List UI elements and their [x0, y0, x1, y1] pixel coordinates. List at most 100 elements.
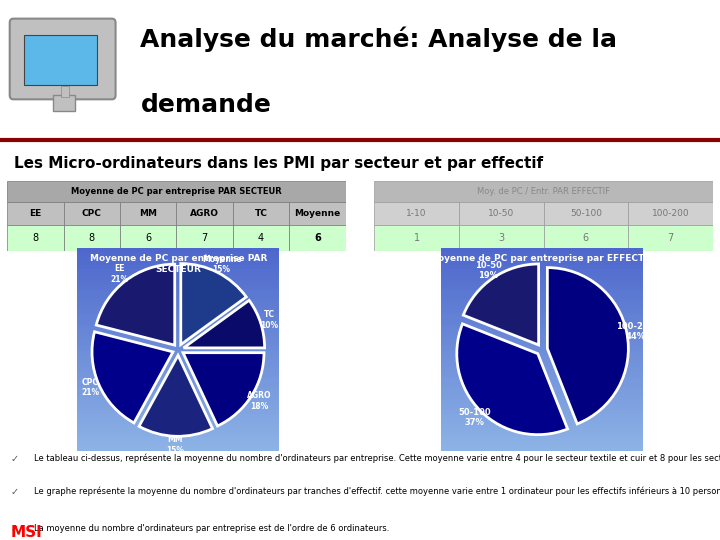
Bar [77, 343, 279, 346]
Text: Les Micro-ordinateurs dans les PMI par secteur et par effectif: Les Micro-ordinateurs dans les PMI par s… [14, 156, 544, 171]
Bar [77, 346, 279, 350]
Bar [441, 326, 643, 329]
Bar [77, 279, 279, 282]
Bar [77, 262, 279, 265]
Text: 7: 7 [202, 233, 208, 243]
Bar [77, 421, 279, 424]
Wedge shape [547, 268, 629, 424]
Bar [374, 181, 713, 202]
Wedge shape [463, 264, 539, 345]
Bar [77, 373, 279, 377]
Bar [176, 225, 233, 251]
Bar [441, 329, 643, 333]
Bar [77, 448, 279, 451]
Text: 1-10: 1-10 [407, 209, 427, 218]
Text: demande: demande [140, 93, 271, 117]
Bar [441, 410, 643, 414]
Text: MM: MM [139, 209, 157, 218]
Text: EE
21%: EE 21% [111, 265, 129, 284]
Bar [441, 421, 643, 424]
Bar [441, 424, 643, 427]
Text: 8: 8 [89, 233, 95, 243]
Bar [441, 343, 643, 346]
Bar [77, 255, 279, 259]
Text: 1: 1 [413, 233, 420, 243]
Bar [441, 397, 643, 400]
Bar [7, 181, 346, 202]
Bar [77, 367, 279, 370]
Bar [441, 322, 643, 326]
Bar [289, 202, 346, 225]
Bar [441, 370, 643, 373]
Bar [77, 326, 279, 329]
Bar [441, 333, 643, 336]
Bar [441, 319, 643, 322]
Bar [441, 380, 643, 383]
Text: Moy. de PC / Entr. PAR EFFECTIF: Moy. de PC / Entr. PAR EFFECTIF [477, 187, 610, 196]
Bar [77, 333, 279, 336]
Bar [441, 437, 643, 441]
Bar [441, 387, 643, 390]
Bar [441, 390, 643, 394]
Bar [77, 397, 279, 400]
Bar [628, 202, 713, 225]
Bar [77, 313, 279, 316]
Text: Moyenne de PC par entreprise PAR
SECTEUR: Moyenne de PC par entreprise PAR SECTEUR [89, 254, 267, 274]
Bar [77, 424, 279, 427]
Bar [441, 286, 643, 289]
Bar [77, 306, 279, 309]
Bar [176, 202, 233, 225]
Bar [77, 286, 279, 289]
Bar [544, 225, 628, 251]
Bar [441, 272, 643, 275]
Bar [441, 360, 643, 363]
Bar [77, 353, 279, 356]
Text: 6: 6 [314, 233, 321, 243]
Text: CPC
21%: CPC 21% [81, 378, 99, 397]
Bar [441, 248, 643, 252]
Bar [77, 441, 279, 444]
Bar [441, 434, 643, 437]
Bar [441, 356, 643, 360]
Bar [441, 265, 643, 268]
Bar [77, 356, 279, 360]
Bar [77, 410, 279, 414]
Bar [441, 350, 643, 353]
Text: 10-50: 10-50 [488, 209, 514, 218]
Text: 7: 7 [667, 233, 674, 243]
Bar [77, 387, 279, 390]
Bar [77, 295, 279, 299]
Text: ✓: ✓ [11, 454, 19, 463]
Text: Le graphe représente la moyenne du nombre d'ordinateurs par tranches d'effectif.: Le graphe représente la moyenne du nombr… [34, 487, 720, 496]
Bar [24, 35, 96, 85]
Bar [77, 309, 279, 313]
Bar [77, 282, 279, 286]
Text: 100-200: 100-200 [652, 209, 689, 218]
Bar [441, 340, 643, 343]
Bar [77, 340, 279, 343]
Bar [77, 292, 279, 295]
Text: MSI: MSI [11, 525, 42, 540]
Bar [441, 306, 643, 309]
Bar [441, 336, 643, 340]
Text: Moyenne de PC par entreprise PAR SECTEUR: Moyenne de PC par entreprise PAR SECTEUR [71, 187, 282, 196]
Text: TC
10%: TC 10% [260, 310, 278, 330]
Text: EE: EE [30, 209, 42, 218]
Bar [628, 225, 713, 251]
Text: AGRO
18%: AGRO 18% [247, 391, 271, 410]
FancyBboxPatch shape [10, 18, 115, 99]
Bar [441, 275, 643, 279]
Bar [289, 225, 346, 251]
Bar [459, 202, 544, 225]
Bar [441, 252, 643, 255]
Wedge shape [96, 264, 175, 345]
Bar [77, 363, 279, 367]
Bar [441, 403, 643, 407]
Bar [441, 400, 643, 403]
Text: 6: 6 [145, 233, 151, 243]
Bar [7, 225, 63, 251]
Bar [441, 289, 643, 292]
Bar [441, 309, 643, 313]
Bar [77, 329, 279, 333]
Bar [77, 414, 279, 417]
